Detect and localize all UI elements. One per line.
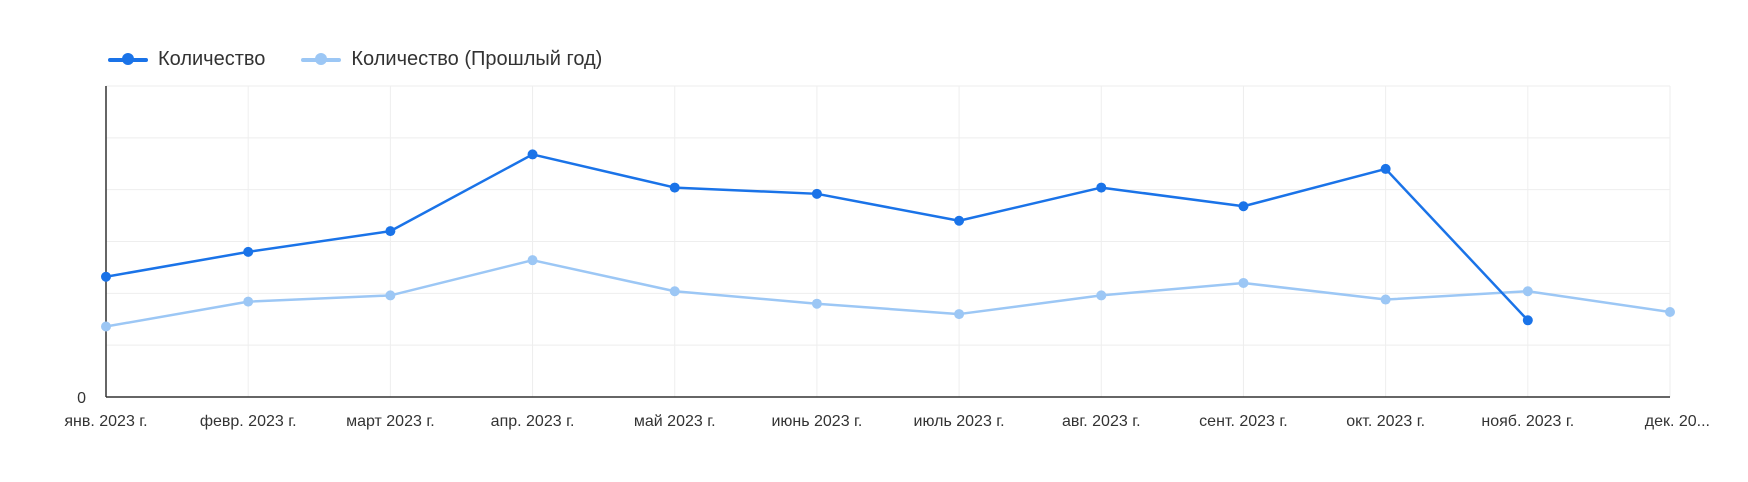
x-tick-label: янв. 2023 г. (64, 413, 147, 430)
data-point[interactable] (1096, 182, 1107, 193)
data-point[interactable] (811, 188, 822, 199)
chart-axes (105, 86, 1670, 398)
data-point[interactable] (1380, 294, 1391, 305)
data-point[interactable] (243, 296, 254, 307)
chart-series (101, 149, 1675, 332)
data-point[interactable] (1522, 315, 1533, 326)
data-point[interactable] (954, 215, 965, 226)
x-tick-label: апр. 2023 г. (491, 413, 575, 430)
data-point[interactable] (243, 246, 254, 257)
y-tick-label: 0 (77, 390, 86, 407)
x-axis-ticks: янв. 2023 г. февр. 2023 г. март 2023 г. апр… (64, 413, 1710, 430)
data-point[interactable] (954, 309, 965, 320)
x-tick-label: сент. 2023 г. (1199, 413, 1288, 430)
y-axis-ticks: 0 (77, 390, 86, 407)
x-tick-label: февр. 2023 г. (200, 413, 297, 430)
legend-item-current[interactable]: Количество (108, 48, 265, 71)
data-point[interactable] (385, 290, 396, 301)
data-point[interactable] (1238, 277, 1249, 288)
legend-label-previous-year: Количество (Прошлый год) (351, 48, 603, 70)
data-point[interactable] (1665, 306, 1675, 317)
x-tick-label: март 2023 г. (346, 413, 435, 430)
data-point[interactable] (101, 321, 111, 332)
x-tick-label: июль 2023 г. (914, 413, 1005, 430)
x-tick-label: нояб. 2023 г. (1481, 413, 1574, 430)
data-point[interactable] (1238, 201, 1249, 212)
x-tick-label: авг. 2023 г. (1062, 413, 1141, 430)
data-point[interactable] (669, 182, 680, 193)
legend-label-current: Количество (158, 48, 266, 70)
data-point[interactable] (527, 255, 538, 266)
data-point[interactable] (811, 298, 822, 309)
x-tick-label: июнь 2023 г. (771, 413, 862, 430)
series-line-1 (105, 258, 1671, 328)
x-tick-label: дек. 20... (1645, 413, 1710, 430)
data-point[interactable] (669, 286, 680, 297)
data-point[interactable] (527, 149, 538, 160)
legend-item-previous-year[interactable]: Количество (Прошлый год) (301, 48, 602, 71)
data-point[interactable] (1522, 286, 1533, 297)
data-point[interactable] (385, 226, 396, 237)
data-point[interactable] (1096, 290, 1107, 301)
data-point[interactable] (101, 271, 111, 282)
chart-grid (106, 85, 1671, 397)
x-tick-label: окт. 2023 г. (1346, 413, 1425, 430)
legend: Количество Количество (Прошлый год) (108, 48, 602, 71)
legend-swatch-current (108, 52, 148, 65)
data-point[interactable] (1380, 163, 1391, 174)
x-tick-label: май 2023 г. (634, 413, 716, 430)
legend-swatch-previous-year (301, 52, 342, 65)
